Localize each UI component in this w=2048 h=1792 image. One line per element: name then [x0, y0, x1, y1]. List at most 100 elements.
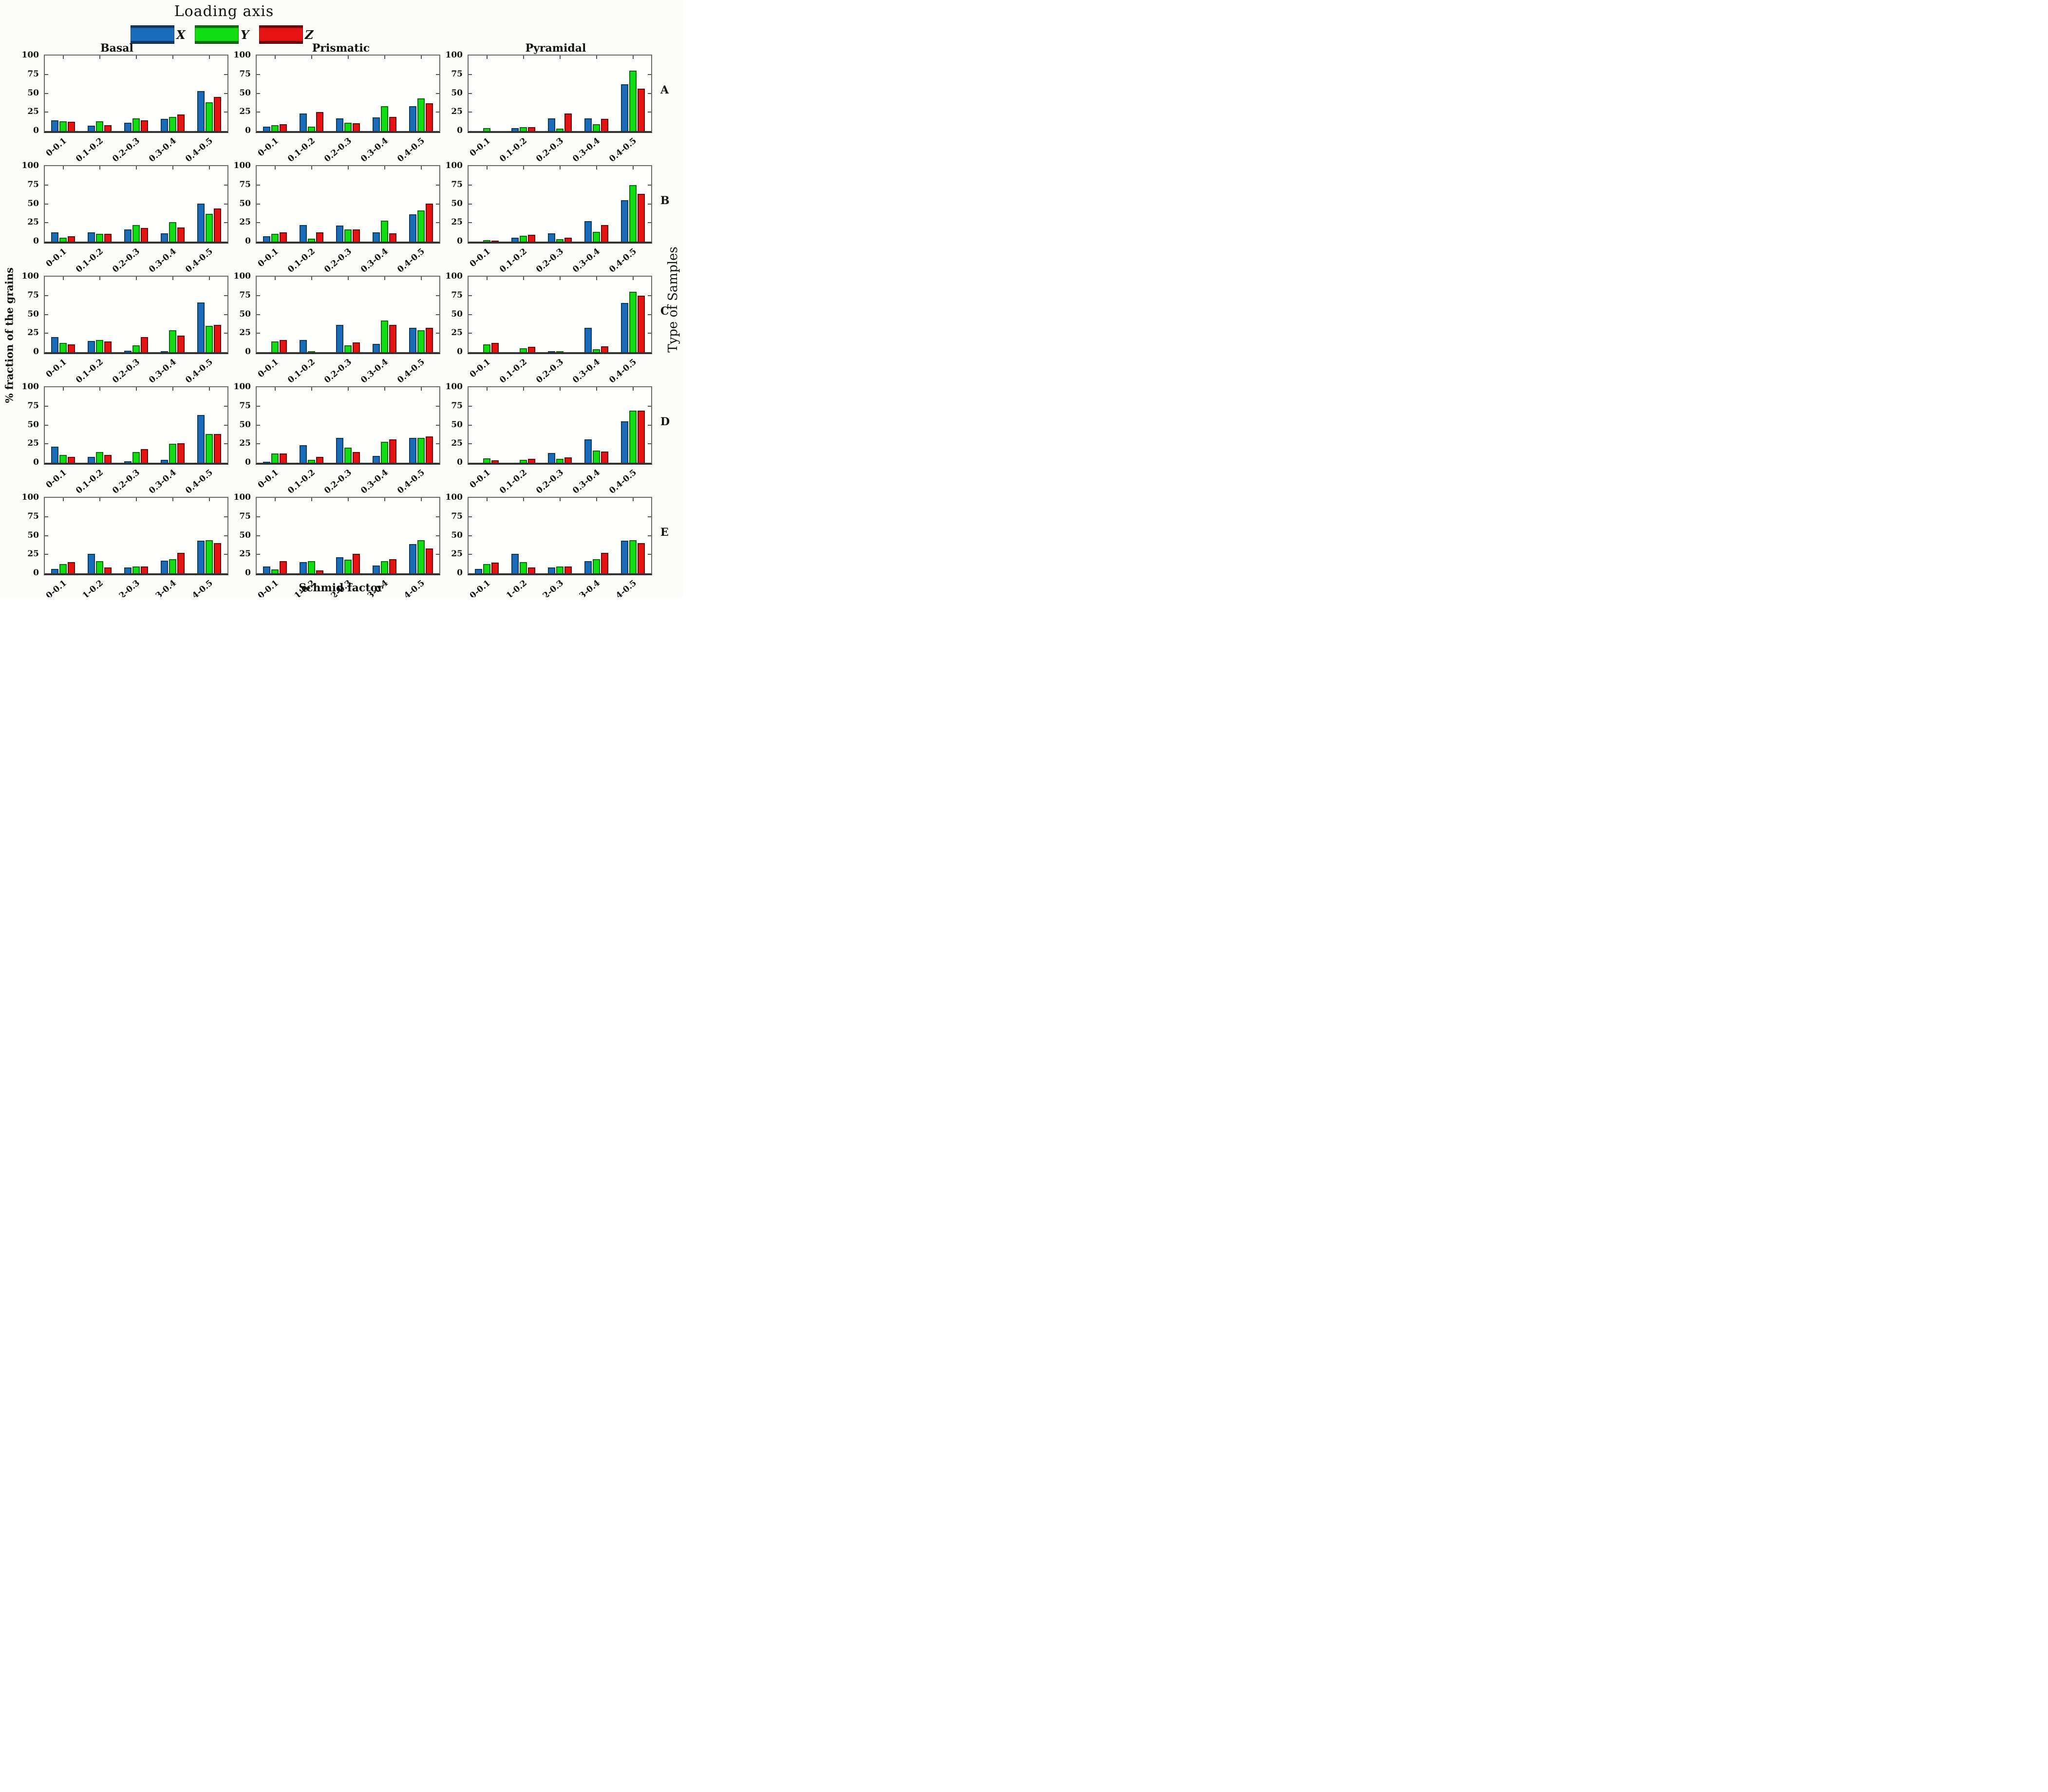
subplot-a-pyramidal: 0 25 50 75 100 0-0.1 0.1-0.2 0.2-0.3 0.3-0.4 0.4-…: [438, 51, 652, 165]
axis-tick: [486, 166, 488, 170]
y-tick-label: 100: [233, 50, 251, 60]
y-tick-label: 25: [27, 438, 39, 449]
axis-tick: [648, 554, 651, 555]
axis-tick: [274, 166, 276, 170]
bar-x: [336, 118, 343, 131]
y-tick-label: 50: [451, 530, 463, 540]
row-label-c: C: [660, 305, 669, 318]
axis-tick: [257, 535, 260, 536]
axis-tick: [384, 56, 385, 59]
x-tick-zone: 0-0.1 0.1-0.2 0.2-0.3 0.3-0.4 0.4-0.5: [468, 463, 650, 496]
y-tick-label: 75: [451, 511, 463, 521]
axis-tick: [469, 203, 472, 205]
bar-group-0.1-0.2: [505, 498, 542, 573]
bar-x: [51, 569, 58, 573]
y-tick-label: 75: [451, 290, 463, 300]
bar-z: [426, 328, 433, 352]
right-axis-label: Type of Samples: [666, 246, 680, 353]
bar-group-0.4-0.5: [191, 166, 227, 242]
bar-y: [308, 351, 315, 352]
bar-group-0.2-0.3: [330, 56, 366, 131]
bar-y: [59, 121, 67, 131]
axis-tick: [559, 498, 561, 501]
axis-tick: [99, 498, 100, 501]
axis-tick: [45, 516, 48, 517]
bar-group-0-0.1: [257, 277, 293, 352]
axis-tick: [469, 184, 472, 186]
x-tick-zone: 0-0.1 0.1-0.2 0.2-0.3 0.3-0.4 0.4-0.5: [44, 352, 226, 385]
bar-group-0.3-0.4: [154, 498, 191, 573]
bar-y: [169, 559, 176, 573]
bar-x: [511, 238, 519, 242]
bar-z: [104, 234, 112, 242]
bar-group-0.2-0.3: [330, 277, 366, 352]
bar-z: [528, 459, 535, 463]
bar-y: [593, 349, 600, 352]
bar-x: [88, 457, 95, 463]
axis-tick: [648, 424, 651, 426]
bar-y: [483, 240, 490, 242]
y-tick-label: 0: [457, 126, 463, 135]
subplot-d-prismatic: 0 25 50 75 100 0-0.1 0.1-0.2 0.2-0.3 0.3-0.4 0.4-…: [226, 382, 440, 497]
bar-x: [124, 229, 132, 242]
y-tick-label: 100: [445, 492, 463, 502]
axis-tick: [420, 387, 422, 391]
bar-z: [68, 457, 75, 463]
subplot-d-pyramidal: 0 25 50 75 100 0-0.1 0.1-0.2 0.2-0.3 0.3-0.4 0.4-…: [438, 382, 652, 497]
axis-tick: [311, 277, 312, 280]
axis-tick: [257, 443, 260, 445]
plot-area: [256, 497, 440, 575]
axis-tick: [45, 74, 48, 75]
bar-group-0.3-0.4: [578, 498, 615, 573]
bar-group-0.1-0.2: [81, 498, 118, 573]
axis-tick: [436, 535, 439, 536]
bar-x: [548, 567, 555, 573]
bar-z: [564, 113, 572, 131]
bar-z: [214, 97, 221, 131]
bar-z: [141, 566, 148, 573]
axis-tick: [224, 516, 227, 517]
axis-tick: [436, 74, 439, 75]
axis-tick: [172, 56, 173, 59]
axis-tick: [384, 498, 385, 501]
x-tick-zone: 0-0.1 0.1-0.2 0.2-0.3 0.3-0.4 0.4-0.5: [256, 463, 438, 496]
bar-y: [96, 234, 103, 242]
subplot-b-basal: 0 25 50 75 100 0-0.1 0.1-0.2 0.2-0.3 0.3-0.4 0.4-…: [15, 161, 228, 276]
axis-tick: [224, 554, 227, 555]
axis-tick: [436, 203, 439, 205]
x-tick-zone: 0-0.1 0.1-0.2 0.2-0.3 0.3-0.4 0.4-0.5: [468, 352, 650, 385]
legend-title: Loading axis: [174, 3, 274, 20]
y-tick-label: 0: [457, 457, 463, 467]
bar-x: [373, 344, 380, 352]
legend-label-y: Y: [241, 27, 249, 42]
legend-entry-x: X: [131, 25, 186, 44]
x-tick-label: 0.4-0.5: [607, 578, 639, 597]
bar-y: [132, 452, 140, 463]
y-tick-label: 0: [33, 236, 39, 246]
axis-tick: [436, 93, 439, 94]
bar-y: [59, 564, 67, 573]
bar-y: [308, 460, 315, 463]
x-tick-zone: 0-0.1 0.1-0.2 0.2-0.3 0.3-0.4 0.4-0.5: [44, 242, 226, 275]
bar-y: [381, 321, 388, 352]
x-tick-zone: 0-0.1 0.1-0.2 0.2-0.3 0.3-0.4 0.4-0.5: [256, 352, 438, 385]
bar-group-0.1-0.2: [293, 387, 330, 463]
y-tick-label: 100: [445, 271, 463, 281]
bar-x: [548, 118, 555, 131]
x-tick-zone: 0-0.1 0.1-0.2 0.2-0.3 0.3-0.4 0.4-0.5: [256, 242, 438, 275]
y-tick-label: 75: [451, 179, 463, 189]
bar-x: [300, 562, 307, 573]
bar-x: [373, 232, 380, 242]
bar-y: [169, 222, 176, 242]
axis-tick: [45, 443, 48, 445]
bar-group-0.2-0.3: [542, 387, 578, 463]
axis-tick: [257, 93, 260, 94]
bar-y: [381, 442, 388, 463]
bar-y: [206, 326, 213, 352]
bar-x: [124, 461, 132, 463]
x-tick-zone: 0-0.1 0.1-0.2 0.2-0.3 0.3-0.4 0.4-0.5: [256, 131, 438, 164]
axis-tick: [99, 56, 100, 59]
bar-y: [381, 561, 388, 573]
bar-z: [214, 208, 221, 242]
bar-group-0.2-0.3: [542, 277, 578, 352]
